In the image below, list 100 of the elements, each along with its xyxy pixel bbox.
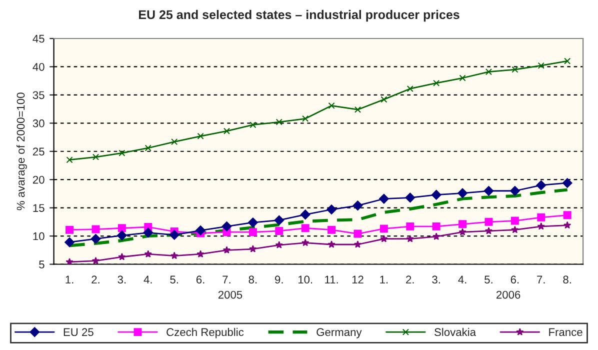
y-tick-label: 40 [32, 62, 44, 71]
x-tick-label: 8. [248, 276, 257, 284]
point [512, 66, 518, 73]
x-tick-label: 10. [298, 276, 312, 284]
x-tick-label: 4. [144, 276, 152, 284]
point [222, 222, 232, 232]
point [197, 132, 204, 140]
y-axis-title: % avarage of 2000=100 [16, 92, 27, 210]
point [406, 85, 414, 92]
point [301, 224, 310, 232]
point [432, 232, 440, 240]
point [562, 178, 572, 188]
point [354, 230, 362, 238]
x-tick-label: 6. [196, 276, 204, 284]
chart-title: EU 25 and selected states – industrial producer prices [139, 10, 460, 22]
point [66, 156, 73, 164]
point [537, 222, 545, 230]
point [117, 230, 127, 240]
x-tick-label: 9. [275, 276, 283, 284]
point [143, 228, 154, 238]
point [380, 234, 388, 242]
y-tick-label: 30 [32, 119, 44, 128]
point [275, 226, 284, 235]
point [302, 238, 310, 246]
point [510, 216, 519, 225]
point [537, 213, 546, 222]
point [90, 234, 101, 244]
text: 2005 [218, 290, 242, 299]
x-tick-label: 8. [563, 276, 571, 284]
point [459, 74, 466, 82]
point [250, 122, 256, 128]
point [92, 256, 100, 264]
point [222, 246, 231, 254]
point [223, 128, 230, 134]
legend-label: France [549, 328, 582, 336]
x-tick-label: 11. [325, 276, 338, 284]
point [328, 226, 336, 234]
x-tick-label: 2. [92, 276, 100, 284]
y-tick-label: 45 [32, 34, 44, 43]
y-tick-label: 5 [39, 260, 44, 268]
point [354, 106, 362, 113]
legend-label: EU 25 [64, 328, 94, 336]
point [510, 186, 520, 196]
point [564, 221, 572, 229]
point [169, 230, 180, 240]
point [458, 188, 468, 198]
point [406, 234, 414, 242]
y-tick-label: 25 [32, 148, 44, 156]
point [276, 118, 282, 126]
point [328, 240, 336, 248]
x-tick-label: 3. [432, 276, 440, 284]
point [458, 220, 467, 228]
point [352, 200, 363, 210]
point [249, 245, 257, 252]
x-tick-label: 3. [118, 276, 126, 284]
legend-label: Czech Republic [166, 328, 244, 338]
point [326, 204, 336, 214]
legend-label: Germany [316, 328, 362, 338]
point [248, 218, 258, 228]
point [171, 138, 178, 146]
x-tick-label: 5. [484, 276, 492, 284]
point [536, 180, 546, 190]
point [405, 192, 416, 203]
point [378, 194, 389, 204]
y-tick-label: 35 [32, 91, 44, 100]
point [92, 225, 100, 234]
y-tick-label: 10 [33, 232, 44, 240]
x-tick-label: 7. [222, 276, 230, 284]
y-tick-label: 15 [33, 204, 44, 212]
point [196, 250, 204, 258]
point [66, 258, 74, 264]
point [484, 226, 493, 234]
point [196, 225, 206, 236]
x-tick-label: 1. [66, 276, 74, 284]
point [300, 210, 310, 220]
point [563, 211, 572, 220]
legend-label: Slovakia [434, 328, 476, 336]
point [275, 241, 283, 248]
point [406, 222, 414, 230]
point [511, 226, 519, 234]
x-tick-label: 2. [406, 276, 414, 284]
point [170, 252, 178, 260]
x-tick-label: 5. [170, 276, 178, 284]
point [64, 237, 74, 248]
point [248, 228, 257, 236]
point [354, 240, 362, 248]
point [144, 250, 152, 258]
point [484, 218, 493, 226]
point [564, 58, 571, 64]
point [458, 228, 466, 236]
point [328, 102, 335, 109]
point [118, 224, 126, 232]
x-tick-label: 6. [510, 276, 519, 284]
point [144, 144, 152, 152]
point [302, 115, 309, 122]
point [433, 80, 440, 86]
point [485, 68, 492, 76]
point [538, 62, 544, 69]
point [484, 186, 494, 196]
point [380, 224, 388, 233]
